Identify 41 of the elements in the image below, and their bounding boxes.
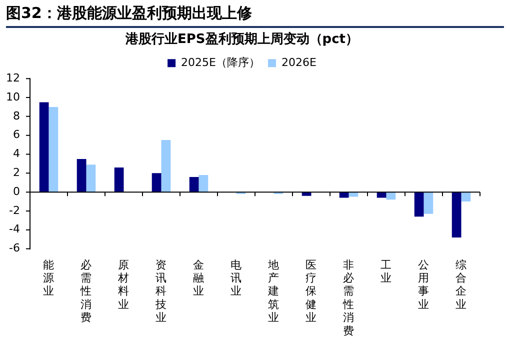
bar: [461, 192, 471, 202]
bar: [48, 106, 58, 192]
x-tick-label: 原材料业: [117, 258, 130, 311]
bar: [161, 140, 171, 192]
bar: [386, 192, 396, 200]
x-tick-label: 电讯业: [230, 258, 242, 298]
x-tick-label: 综合企业: [456, 258, 467, 311]
bar: [348, 192, 358, 197]
x-tick-label: 公用事业: [418, 258, 430, 311]
y-tick-label: 8: [12, 109, 20, 122]
x-tick-label: 医疗保健业: [306, 258, 317, 324]
bar: [152, 173, 162, 192]
y-tick-label: 4: [12, 147, 20, 160]
y-tick-label: 10: [6, 90, 20, 104]
x-tick-label: 工业: [380, 258, 392, 284]
bar: [452, 192, 462, 238]
x-tick-label: 必需性消费: [80, 258, 92, 324]
bar: [86, 164, 96, 192]
bar: [114, 167, 124, 192]
y-tick-label: 0: [12, 184, 20, 198]
legend-label: 2025E（降序）: [181, 56, 260, 69]
y-tick-label: -4: [9, 222, 20, 236]
x-tick-label: 能源业: [43, 258, 54, 298]
legend-label: 2026E: [282, 56, 316, 69]
chart-subtitle: 港股行业EPS盈利预期上周变动（pct）: [124, 31, 358, 48]
x-tick-label: 资讯科技业: [154, 258, 167, 324]
y-tick-label: 6: [12, 128, 20, 142]
bar: [39, 102, 49, 192]
x-tick-label: 地产建筑业: [267, 258, 280, 324]
bar: [414, 192, 424, 217]
bar: [424, 192, 434, 214]
x-tick-label: 金融业: [193, 258, 204, 298]
y-tick-label: 2: [12, 166, 20, 180]
bar: [189, 176, 199, 192]
x-tick-label: 非必需性消费: [342, 258, 354, 338]
chart-title: 图32：港股能源业盈利预期出现上修: [6, 4, 504, 28]
bar: [76, 158, 86, 192]
y-tick-label: -2: [9, 204, 20, 217]
bar: [198, 175, 208, 192]
y-tick-label: -6: [9, 242, 20, 255]
y-tick-label: 12: [6, 71, 20, 84]
